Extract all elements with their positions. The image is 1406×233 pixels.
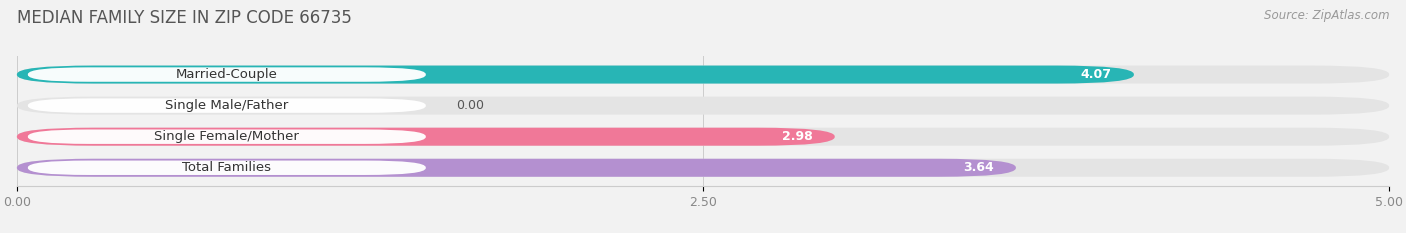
Text: 0.00: 0.00 (456, 99, 484, 112)
FancyBboxPatch shape (17, 159, 1017, 177)
FancyBboxPatch shape (28, 67, 426, 82)
Text: MEDIAN FAMILY SIZE IN ZIP CODE 66735: MEDIAN FAMILY SIZE IN ZIP CODE 66735 (17, 9, 352, 27)
Text: 3.64: 3.64 (963, 161, 994, 174)
Text: 2.98: 2.98 (782, 130, 813, 143)
Text: Total Families: Total Families (183, 161, 271, 174)
Text: Source: ZipAtlas.com: Source: ZipAtlas.com (1264, 9, 1389, 22)
FancyBboxPatch shape (17, 97, 1389, 115)
FancyBboxPatch shape (28, 130, 426, 144)
FancyBboxPatch shape (17, 65, 1133, 84)
Text: Single Male/Father: Single Male/Father (165, 99, 288, 112)
Text: Single Female/Mother: Single Female/Mother (155, 130, 299, 143)
FancyBboxPatch shape (17, 128, 835, 146)
FancyBboxPatch shape (17, 128, 1389, 146)
FancyBboxPatch shape (28, 161, 426, 175)
FancyBboxPatch shape (17, 65, 1389, 84)
FancyBboxPatch shape (28, 98, 426, 113)
Text: Married-Couple: Married-Couple (176, 68, 278, 81)
FancyBboxPatch shape (17, 159, 1389, 177)
Text: 4.07: 4.07 (1081, 68, 1112, 81)
